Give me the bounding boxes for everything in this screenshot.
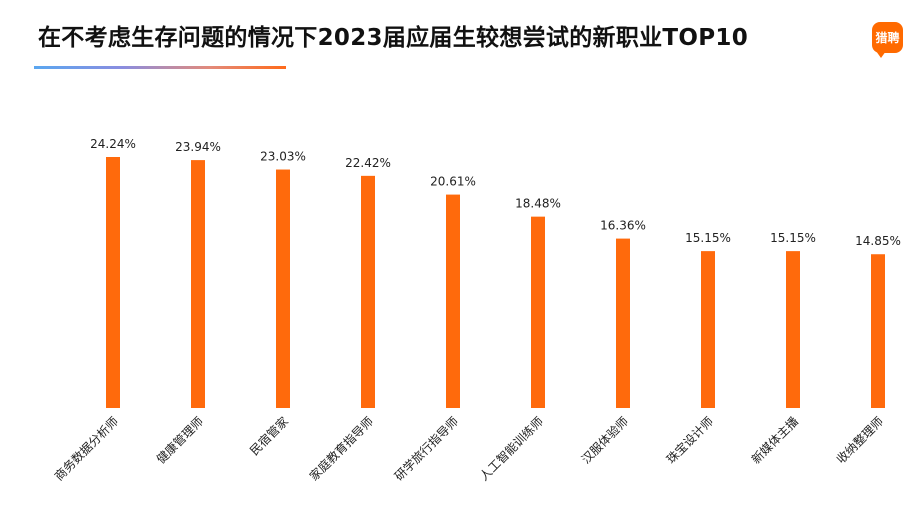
value-label-9: 15.15% — [770, 231, 816, 245]
value-label-5: 20.61% — [430, 175, 476, 189]
category-label-4: 家庭教育指导师 — [306, 414, 376, 484]
bar-7 — [616, 238, 630, 408]
value-label-6: 18.48% — [515, 197, 561, 211]
category-label-8: 珠宝设计师 — [664, 414, 716, 466]
bar-1 — [106, 157, 120, 408]
value-label-3: 23.03% — [260, 150, 306, 164]
value-label-10: 14.85% — [855, 234, 901, 248]
bar-10 — [871, 254, 885, 408]
category-label-10: 收纳整理师 — [833, 414, 886, 467]
bar-8 — [701, 251, 715, 408]
category-label-6: 人工智能训练师 — [476, 414, 546, 484]
bar-6 — [531, 216, 545, 408]
bar-4 — [361, 175, 375, 408]
value-label-1: 24.24% — [90, 137, 136, 151]
bar-3 — [276, 169, 290, 408]
bar-9 — [786, 251, 800, 408]
category-label-1: 商务数据分析师 — [51, 414, 121, 484]
category-label-7: 汉服体验师 — [578, 414, 631, 467]
page-title: 在不考虑生存问题的情况下2023届应届生较想尝试的新职业TOP10 — [38, 25, 749, 51]
category-label-3: 民宿管家 — [247, 414, 292, 459]
liepin-logo: 猎聘 — [872, 22, 903, 58]
value-label-4: 22.42% — [345, 156, 391, 170]
bar-5 — [446, 194, 460, 408]
category-label-2: 健康管理师 — [153, 414, 206, 467]
value-label-8: 15.15% — [685, 231, 731, 245]
value-label-7: 16.36% — [600, 219, 646, 233]
category-label-9: 新媒体主播 — [748, 414, 801, 467]
title-underline — [34, 66, 286, 69]
value-label-2: 23.94% — [175, 140, 221, 154]
category-label-5: 研学旅行指导师 — [391, 414, 461, 484]
bar-2 — [191, 160, 205, 408]
